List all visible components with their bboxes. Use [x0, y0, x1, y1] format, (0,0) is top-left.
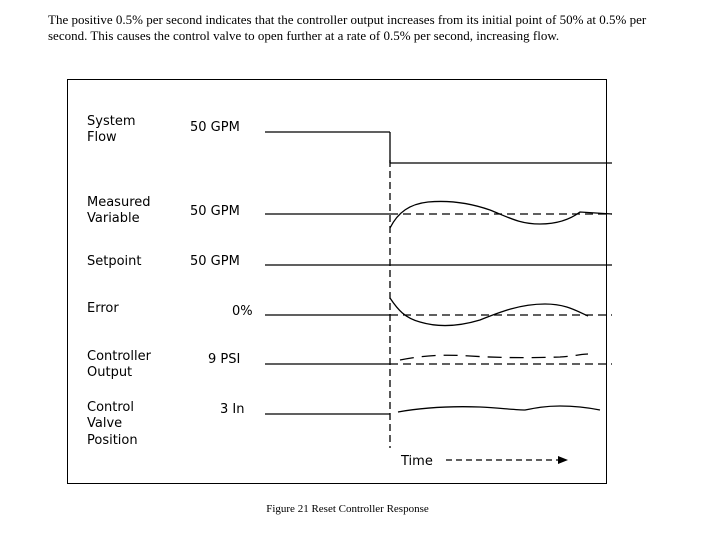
row-label-controller-output-1: Controller — [87, 349, 152, 364]
row-label-control-valve-3: Position — [87, 433, 138, 448]
row-value-error: 0% — [232, 304, 253, 319]
time-axis-label: Time — [400, 454, 433, 469]
row-label-control-valve-1: Control — [87, 400, 134, 415]
row-label-system-flow-1: System — [87, 114, 135, 129]
time-axis-arrowhead — [558, 456, 568, 464]
measured-variable-curve — [389, 200, 613, 229]
intro-paragraph: The positive 0.5% per second indicates t… — [48, 12, 647, 43]
row-label-measured-variable-1: Measured — [87, 195, 151, 210]
row-value-system-flow: 50 GPM — [190, 120, 240, 135]
row-value-setpoint: 50 GPM — [190, 254, 240, 269]
row-value-control-valve: 3 In — [220, 402, 244, 417]
row-value-controller-output: 9 PSI — [208, 352, 240, 367]
row-label-controller-output-2: Output — [87, 365, 132, 380]
control-valve-curve — [397, 405, 601, 413]
figure-caption: Figure 21 Reset Controller Response — [266, 503, 429, 515]
row-label-error: Error — [87, 301, 119, 316]
controller-output-curve — [399, 353, 589, 361]
error-curve — [389, 297, 589, 327]
figure-frame — [67, 79, 607, 484]
row-label-control-valve-2: Valve — [87, 416, 122, 431]
row-label-measured-variable-2: Variable — [87, 211, 140, 226]
row-label-system-flow-2: Flow — [87, 130, 117, 145]
row-value-measured-variable: 50 GPM — [190, 204, 240, 219]
row-label-setpoint: Setpoint — [87, 254, 142, 269]
